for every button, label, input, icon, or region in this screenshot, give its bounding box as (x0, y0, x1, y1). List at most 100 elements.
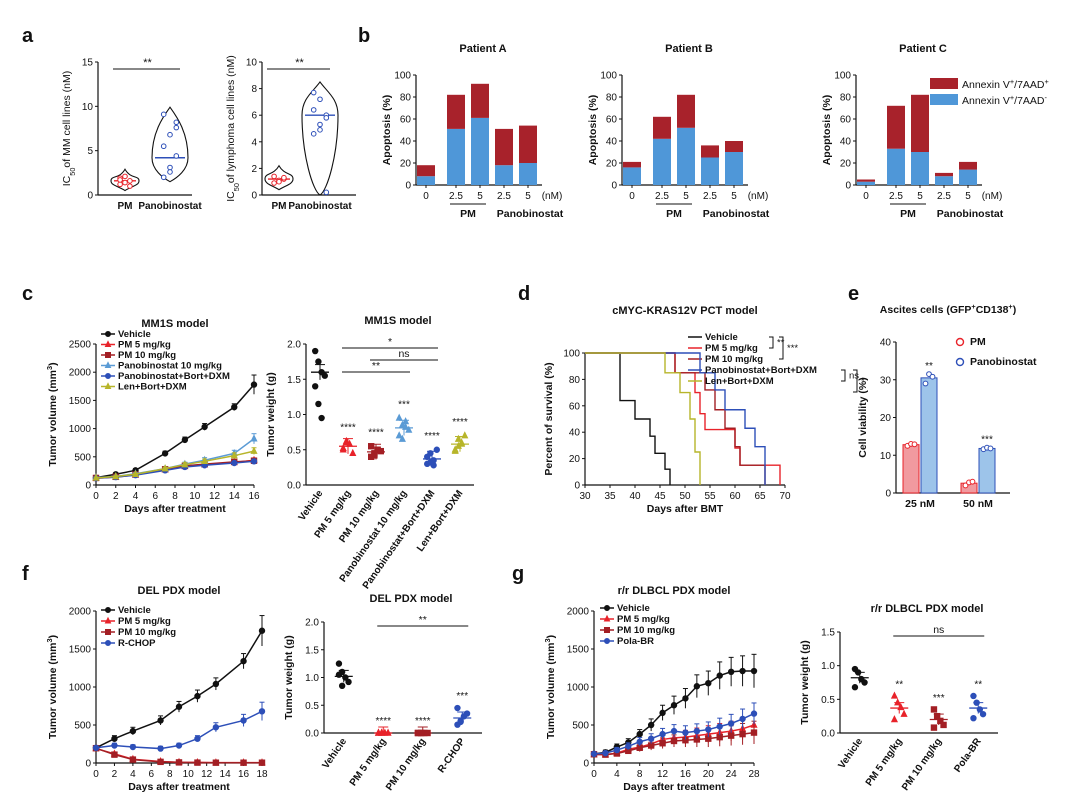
data-point (173, 119, 180, 126)
data-point (112, 472, 120, 480)
y-axis-label: Tumor weight (g) (799, 640, 811, 724)
y-tick-label: 10 (246, 58, 258, 69)
y-tick-label: 60 (569, 401, 581, 412)
data-point (250, 434, 258, 442)
sig-label: * (861, 376, 865, 387)
sig-label: ** (777, 338, 785, 349)
bar-segment (911, 94, 929, 152)
x-tick-label: 14 (229, 491, 241, 502)
data-point (250, 458, 258, 465)
data-point (323, 189, 330, 196)
data-point (335, 660, 343, 667)
data-point (969, 478, 976, 485)
data-point (111, 742, 118, 749)
bar (902, 444, 920, 494)
panel-label-b: b (358, 25, 370, 47)
violin-PM (110, 168, 140, 192)
x-tick-label: 5 (683, 191, 689, 202)
chart-title: r/r DLBCL PDX model (871, 603, 984, 615)
x-tick-label: 12 (209, 491, 221, 502)
data-point (231, 459, 238, 467)
comparison-label: ** (372, 360, 380, 372)
data-point (395, 431, 403, 439)
data-point (250, 446, 258, 454)
group-label: Panobinostat (937, 208, 1004, 220)
chart-title: MM1S model (364, 315, 431, 327)
chart-title: Ascites cells (GFP+CD138+) (880, 302, 1016, 317)
data-point (129, 743, 137, 751)
bar-segment (519, 163, 537, 185)
data-point (603, 604, 610, 611)
data-point (716, 723, 723, 730)
y-tick-label: 0 (611, 181, 617, 192)
group-label: Panobinostat (703, 208, 770, 220)
x-tick-label: 4 (614, 769, 620, 780)
data-point (122, 179, 128, 186)
data-point (727, 732, 735, 739)
data-point (181, 436, 189, 444)
data-point (659, 709, 666, 717)
y-tick-label: 1500 (69, 645, 92, 656)
data-point (315, 400, 322, 408)
sig-bracket (779, 336, 784, 360)
data-point (312, 347, 319, 355)
x-tick-label: 5 (525, 191, 531, 202)
data-point (104, 639, 111, 646)
y-tick-label: 10 (880, 451, 892, 462)
y-axis-label: Apoptosis (%) (587, 95, 599, 166)
x-tick-label: 4 (133, 491, 139, 502)
y-tick-label: 15 (82, 58, 94, 69)
x-tick-label: 5 (917, 191, 923, 202)
sig-label: ns (849, 371, 859, 382)
y-axis-label: Cell viability (%) (857, 377, 869, 458)
data-point (933, 712, 941, 720)
data-point (104, 352, 111, 359)
data-point (167, 164, 173, 171)
data-point (451, 446, 459, 454)
y-tick-label: 0.0 (287, 481, 301, 492)
data-point (682, 695, 689, 702)
legend-label: PM 10 mg/kg (118, 350, 176, 361)
x-tick-label: 2 (113, 491, 119, 502)
data-point (92, 744, 100, 752)
y-tick-label: 80 (569, 375, 581, 386)
data-point (201, 423, 208, 431)
comparison-label: ** (419, 614, 427, 626)
y-tick-label: 100 (834, 71, 851, 82)
data-point (318, 414, 325, 422)
x-tick-label: 6 (149, 769, 155, 780)
y-axis-label: Tumor weight (g) (283, 635, 295, 719)
data-point (127, 178, 133, 184)
chart-title: DEL PDX model (138, 585, 221, 597)
data-point (240, 657, 247, 665)
y-tick-label: 6 (251, 111, 257, 122)
x-tick-label: 28 (748, 769, 760, 780)
legend-label: PM 5 mg/kg (118, 616, 171, 627)
x-axis-label: Days after BMT (647, 503, 724, 515)
bar-segment (887, 148, 905, 185)
y-tick-label: 20 (569, 454, 581, 465)
y-tick-label: 0 (583, 759, 589, 770)
x-tick-label: 14 (220, 769, 232, 780)
x-tick-label: 0 (93, 491, 99, 502)
y-tick-label: 10 (82, 102, 94, 113)
x-tick-label: 2.5 (497, 191, 511, 202)
data-point (636, 738, 643, 745)
survival-curve (585, 352, 671, 485)
y-axis-label: Tumor volume (mm3) (45, 635, 60, 739)
data-point (739, 667, 746, 675)
sig-star: *** (933, 693, 945, 704)
bar (978, 447, 996, 494)
data-point (194, 692, 201, 700)
y-tick-label: 40 (569, 428, 581, 439)
x-tick-label: 2.5 (889, 191, 903, 202)
y-tick-label: 2 (251, 164, 257, 175)
y-axis-label: Apoptosis (%) (821, 95, 833, 166)
data-point (175, 742, 183, 749)
legend-swatch (930, 78, 958, 89)
x-axis-label: Days after treatment (128, 781, 230, 793)
data-point (276, 178, 282, 185)
data-point (693, 727, 701, 735)
x-axis-label: Days after treatment (124, 503, 226, 515)
y-tick-label: 40 (880, 338, 892, 349)
